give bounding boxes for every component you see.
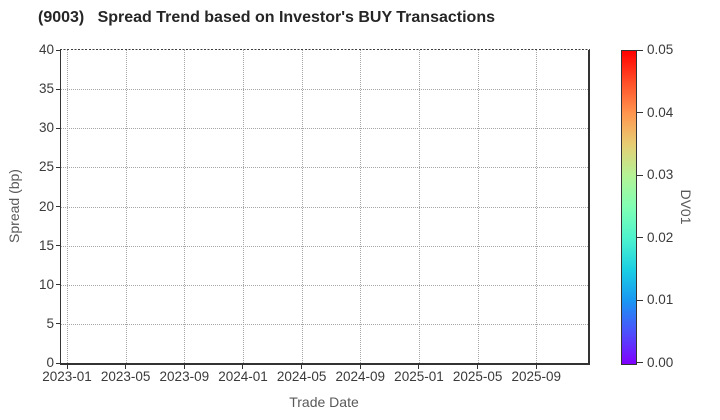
y-tick-mark bbox=[55, 166, 60, 168]
x-gridline bbox=[67, 50, 68, 363]
x-tick-mark bbox=[183, 364, 185, 369]
x-tick-mark bbox=[301, 364, 303, 369]
y-tick-label: 10 bbox=[38, 276, 54, 292]
plot-spine-right bbox=[588, 49, 590, 365]
y-tick-label: 20 bbox=[38, 198, 54, 214]
y-tick-mark bbox=[55, 284, 60, 286]
x-tick-label: 2023-09 bbox=[159, 369, 210, 384]
y-gridline bbox=[61, 206, 588, 208]
colorbar-tick-mark bbox=[637, 362, 643, 363]
x-tick-mark bbox=[477, 364, 479, 369]
colorbar-tick-label: 0.00 bbox=[647, 354, 674, 370]
y-gridline bbox=[61, 167, 588, 169]
x-gridline bbox=[125, 50, 127, 363]
y-gridline bbox=[61, 128, 588, 130]
y-gridline bbox=[61, 245, 588, 247]
plot-area bbox=[61, 50, 588, 363]
colorbar bbox=[621, 49, 637, 365]
y-tick-label: 0 bbox=[46, 355, 54, 370]
x-tick-mark bbox=[359, 364, 361, 369]
y-tick-mark bbox=[55, 49, 60, 51]
colorbar-tick-label: 0.02 bbox=[647, 229, 674, 245]
x-gridline bbox=[418, 50, 420, 363]
y-gridline bbox=[61, 89, 588, 91]
x-tick-mark bbox=[66, 364, 68, 369]
colorbar-tick-mark bbox=[637, 49, 643, 51]
colorbar-tick-mark bbox=[637, 237, 643, 238]
x-tick-label: 2024-05 bbox=[276, 369, 327, 384]
x-tick-label: 2024-09 bbox=[335, 369, 386, 384]
plot-spine-top bbox=[59, 48, 590, 51]
plot-spine-bottom bbox=[59, 363, 590, 365]
x-gridline bbox=[242, 50, 244, 363]
y-tick-label: 15 bbox=[38, 237, 54, 253]
x-gridline bbox=[301, 50, 303, 363]
colorbar-tick-label: 0.04 bbox=[647, 104, 674, 120]
x-tick-label: 2025-05 bbox=[452, 369, 503, 384]
colorbar-tick-mark bbox=[637, 299, 643, 301]
y-tick-mark bbox=[55, 206, 60, 207]
chart-title: (9003) Spread Trend based on Investor's … bbox=[38, 9, 495, 26]
y-tick-label: 5 bbox=[46, 315, 54, 331]
x-axis-label: Trade Date bbox=[289, 394, 359, 410]
y-tick-mark bbox=[55, 127, 60, 129]
y-tick-label: 25 bbox=[38, 159, 54, 175]
x-gridline bbox=[536, 50, 538, 363]
x-tick-label: 2025-09 bbox=[511, 369, 562, 384]
colorbar-label: DV01 bbox=[678, 189, 694, 225]
y-tick-label: 40 bbox=[38, 42, 54, 57]
x-tick-mark bbox=[418, 364, 420, 369]
x-tick-mark bbox=[125, 364, 127, 369]
x-gridline bbox=[477, 50, 479, 363]
y-gridline bbox=[61, 323, 588, 325]
colorbar-tick-label: 0.01 bbox=[647, 292, 674, 307]
x-gridline bbox=[360, 50, 362, 363]
x-tick-mark bbox=[535, 364, 537, 369]
x-gridline bbox=[184, 50, 186, 363]
y-tick-mark bbox=[55, 362, 60, 364]
colorbar-tick-mark bbox=[637, 112, 643, 113]
plot-spine-left bbox=[59, 49, 61, 365]
x-tick-label: 2023-01 bbox=[42, 369, 92, 384]
y-tick-label: 30 bbox=[38, 120, 54, 136]
x-tick-label: 2025-01 bbox=[394, 369, 444, 384]
x-tick-label: 2024-01 bbox=[218, 369, 268, 384]
y-tick-mark bbox=[55, 88, 60, 90]
colorbar-tick-label: 0.03 bbox=[647, 167, 674, 182]
x-tick-mark bbox=[242, 364, 244, 369]
colorbar-tick-mark bbox=[637, 174, 643, 176]
y-tick-mark bbox=[55, 245, 60, 247]
colorbar-tick-label: 0.05 bbox=[647, 42, 674, 57]
y-tick-label: 35 bbox=[38, 81, 54, 97]
x-tick-label: 2023-05 bbox=[100, 369, 151, 384]
y-gridline bbox=[61, 284, 588, 286]
y-tick-mark bbox=[55, 323, 60, 325]
